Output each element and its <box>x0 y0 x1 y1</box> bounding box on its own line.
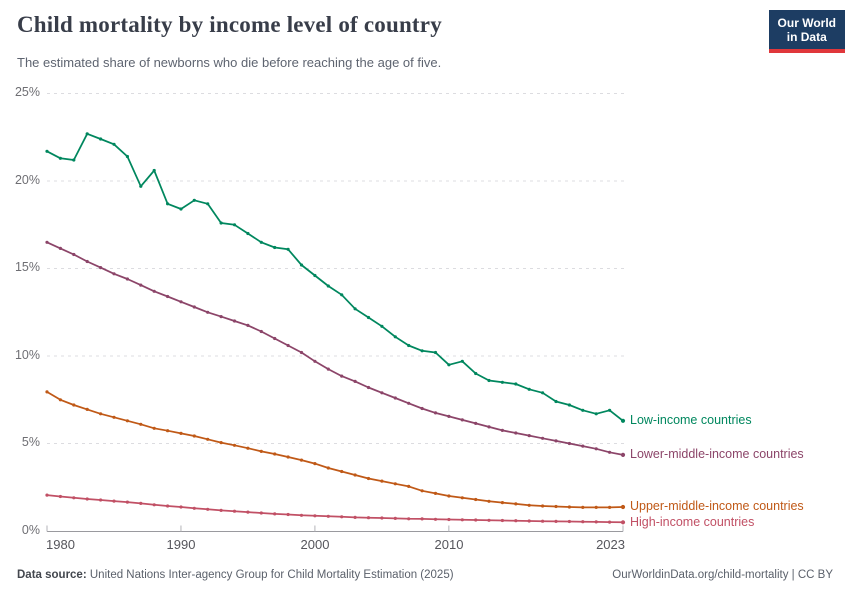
owid-logo-line2: in Data <box>786 30 827 44</box>
x-axis-tick-label: 2000 <box>300 537 330 552</box>
y-axis-tick-label: 15% <box>14 260 40 274</box>
x-axis-tick-label: 2010 <box>434 537 464 552</box>
license-link[interactable]: OurWorldinData.org/child-mortality | CC … <box>612 569 833 581</box>
owid-logo-line1: Our World <box>777 16 836 30</box>
x-axis-tick-label: 1980 <box>46 537 75 552</box>
y-axis-tick-label: 25% <box>14 85 40 99</box>
legend-label-upper-middle-income: Upper-middle-income countries <box>630 499 804 513</box>
y-axis-tick-label: 20% <box>14 173 40 187</box>
x-axis-tick-label: 2023 <box>596 537 625 552</box>
legend-label-high-income: High-income countries <box>630 515 755 529</box>
data-source: Data source: United Nations Inter-agency… <box>17 569 454 581</box>
legend-label-lower-middle-income: Lower-middle-income countries <box>630 447 804 461</box>
data-source-label: Data source: <box>17 569 87 581</box>
y-axis-tick-label: 5% <box>21 435 40 449</box>
y-axis-tick-label: 0% <box>21 523 40 537</box>
chart-title: Child mortality by income level of count… <box>17 12 442 37</box>
y-axis-tick-label: 10% <box>14 348 40 362</box>
x-axis-tick-label: 1990 <box>166 537 196 552</box>
legend-label-low-income: Low-income countries <box>630 413 752 427</box>
chart-subtitle: The estimated share of newborns who die … <box>17 55 442 70</box>
owid-logo: Our World in Data <box>768 10 845 53</box>
data-source-text: United Nations Inter-agency Group for Ch… <box>86 569 454 581</box>
